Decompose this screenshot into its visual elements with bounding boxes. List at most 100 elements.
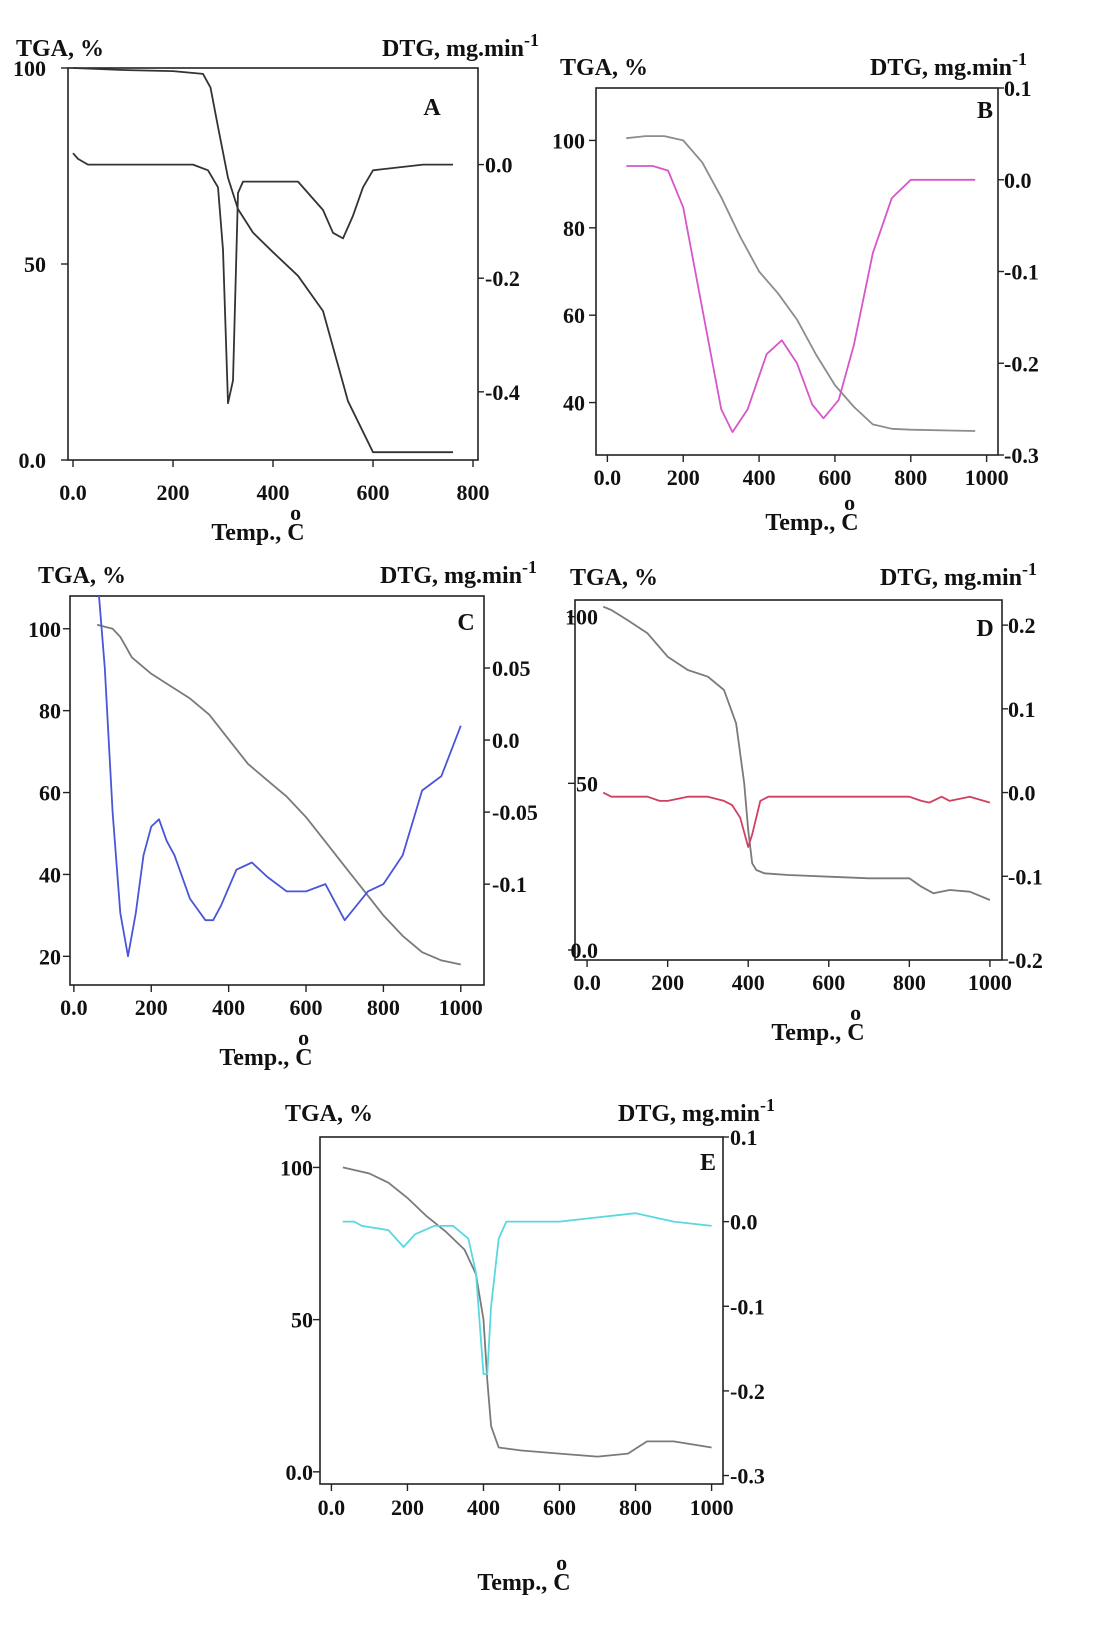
y2-tick-label-a: -0.4 (485, 380, 520, 405)
x-tick-label-c: 1000 (439, 995, 483, 1020)
x-tick-label-b: 800 (894, 465, 927, 490)
x-tick-label-c: 600 (290, 995, 323, 1020)
plot-frame-e (319, 1136, 724, 1485)
left-axis-title-c: TGA, % (38, 563, 126, 589)
y2-tick-label-b: -0.3 (1004, 443, 1039, 468)
y2-tick-label-b: -0.1 (1004, 260, 1039, 285)
y-tick-label-d: 50 (576, 771, 598, 796)
dtg-curve-a (72, 152, 453, 405)
right-axis-title-b: DTG, mg.min-1 (870, 49, 1027, 81)
x-tick-label-e: 1000 (690, 1495, 734, 1520)
x-tick-label-e: 200 (391, 1495, 424, 1520)
x-tick-label-b: 400 (743, 465, 776, 490)
x-tick-label-b: 0.0 (594, 465, 622, 490)
dtg-curve-d (602, 791, 991, 848)
panel-b: TGA, % DTG, mg.min-1 B 0.0 200 400 600 800 1000 1… (552, 49, 1039, 536)
x-tick-label-c: 400 (212, 995, 245, 1020)
y-tick-label-b: 80 (563, 216, 585, 241)
panel-c: TGA, % DTG, mg.min-1 C 0.0 200 400 600 800 1000 1… (28, 557, 538, 1071)
y2-tick-label-d: 0.0 (1008, 781, 1036, 806)
x-tick-label-d: 400 (732, 970, 765, 995)
dtg-curve-c (98, 595, 462, 958)
left-axis-title-b: TGA, % (560, 55, 648, 81)
y2-tick-label-d: 0.2 (1008, 613, 1036, 638)
x-tick-label-e: 800 (619, 1495, 652, 1520)
left-axis-title-e: TGA, % (285, 1101, 373, 1127)
y-tick-label-a: 100 (13, 56, 46, 81)
y2-tick-label-a: 0.0 (485, 153, 513, 178)
y-tick-label-e: 100 (280, 1155, 313, 1180)
tga-curve-d (602, 605, 991, 901)
y-tick-label-e: 50 (291, 1308, 313, 1333)
x-tick-label-e: 0.0 (318, 1495, 346, 1520)
y-tick-label-c: 80 (39, 699, 61, 724)
y2-tick-label-e: -0.1 (730, 1294, 765, 1319)
x-tick-label-d: 1000 (968, 970, 1012, 995)
tga-curve-a (72, 67, 453, 454)
y-tick-label-d: 0.0 (571, 938, 599, 963)
x-tick-label-a: 0.0 (59, 480, 87, 505)
y2-tick-label-c: 0.05 (492, 656, 531, 681)
y-tick-label-b: 100 (552, 128, 585, 153)
y-tick-label-c: 60 (39, 781, 61, 806)
y2-tick-label-c: 0.0 (492, 728, 520, 753)
y2-tick-label-b: 0.0 (1004, 168, 1032, 193)
right-axis-title-d: DTG, mg.min-1 (880, 559, 1037, 591)
x-tick-label-d: 0.0 (573, 970, 601, 995)
y-tick-label-c: 40 (39, 862, 61, 887)
tga-curve-e (342, 1166, 712, 1458)
x-tick-label-e: 600 (543, 1495, 576, 1520)
panel-letter-a: A (423, 95, 441, 121)
y2-tick-label-d: 0.1 (1008, 697, 1036, 722)
right-axis-title-e: DTG, mg.min-1 (618, 1095, 775, 1127)
tga-curve-b (626, 135, 976, 432)
y2-tick-label-c: -0.1 (492, 872, 527, 897)
x-tick-label-b: 200 (667, 465, 700, 490)
x-axis-title-a: Temp., C (211, 520, 304, 546)
dtg-curve-b (626, 165, 976, 434)
left-axis-title-a: TGA, % (16, 36, 104, 62)
panel-letter-e: E (700, 1150, 716, 1176)
y-tick-label-b: 40 (563, 391, 585, 416)
plot-frame-b (595, 87, 999, 456)
x-tick-label-b: 600 (818, 465, 851, 490)
panel-e: TGA, % DTG, mg.min-1 E 0.0 200 400 600 800 1000 1… (280, 1095, 775, 1596)
panel-d: TGA, % DTG, mg.min-1 D 0.0 200 400 600 800 1000 1… (565, 559, 1043, 1046)
y2-tick-label-a: -0.2 (485, 266, 520, 291)
tga-curve-c (96, 623, 461, 966)
y2-tick-label-b: 0.1 (1004, 76, 1032, 101)
x-axis-title-c: Temp., C (219, 1045, 312, 1071)
panel-letter-d: D (976, 616, 993, 642)
plot-frame-d (574, 599, 1003, 961)
degree-symbol-a: o (290, 500, 301, 525)
y-tick-label-e: 0.0 (286, 1460, 314, 1485)
y2-tick-label-e: -0.2 (730, 1379, 765, 1404)
dtg-curve-e (342, 1212, 712, 1375)
y-tick-label-a: 0.0 (19, 448, 47, 473)
panel-a: TGA, % DTG, mg.min-1 A 0.0 200 400 600 800 100 50… (13, 30, 539, 546)
degree-symbol-d: o (850, 1000, 861, 1025)
y-tick-label-c: 20 (39, 944, 61, 969)
degree-symbol-e: o (556, 1550, 567, 1575)
right-axis-title-c: DTG, mg.min-1 (380, 557, 537, 589)
x-axis-title-d: Temp., C (771, 1020, 864, 1046)
y2-tick-label-d: -0.1 (1008, 864, 1043, 889)
y-tick-label-a: 50 (24, 252, 46, 277)
y2-tick-label-b: -0.2 (1004, 351, 1039, 376)
y-tick-label-d: 100 (565, 605, 598, 630)
plot-frame-a (67, 67, 479, 461)
x-tick-label-c: 200 (135, 995, 168, 1020)
panel-letter-b: B (977, 98, 993, 124)
left-axis-title-d: TGA, % (570, 565, 658, 591)
x-tick-label-e: 400 (467, 1495, 500, 1520)
x-tick-label-c: 800 (367, 995, 400, 1020)
degree-symbol-b: o (844, 490, 855, 515)
x-axis-title-e: Temp., C (477, 1570, 570, 1596)
x-tick-label-a: 800 (457, 480, 490, 505)
panel-letter-c: C (457, 610, 474, 636)
degree-symbol-c: o (298, 1025, 309, 1050)
x-tick-label-a: 600 (357, 480, 390, 505)
x-axis-title-b: Temp., C (765, 510, 858, 536)
right-axis-title-a: DTG, mg.min-1 (382, 30, 539, 62)
